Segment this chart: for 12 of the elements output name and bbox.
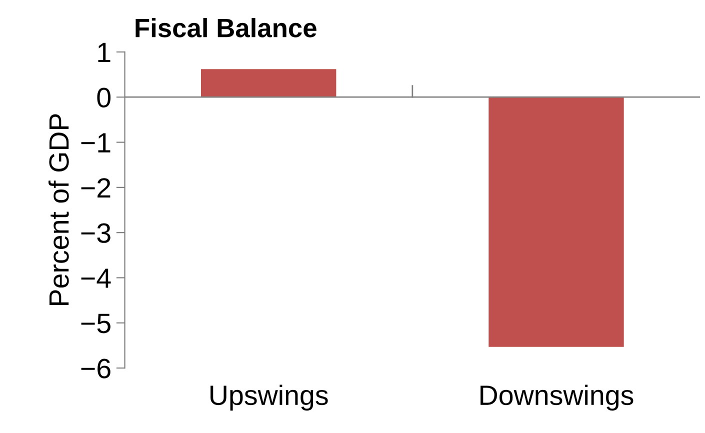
y-tick-label: 0	[97, 88, 111, 108]
y-tick-label: −5	[81, 314, 110, 334]
y-axis-title: Percent of GDP	[48, 114, 69, 305]
y-tick-label: −2	[81, 178, 110, 198]
y-tick-label: −3	[81, 223, 110, 243]
x-tick-label: Upswings	[210, 384, 328, 411]
y-tick-label: −1	[81, 133, 110, 152]
x-tick-label: Downswings	[480, 384, 634, 411]
chart-title: Fiscal Balance	[136, 18, 316, 38]
y-tick-label: −6	[81, 358, 110, 378]
y-tick-label: −4	[81, 268, 111, 288]
y-tick-label: 1	[98, 42, 110, 62]
